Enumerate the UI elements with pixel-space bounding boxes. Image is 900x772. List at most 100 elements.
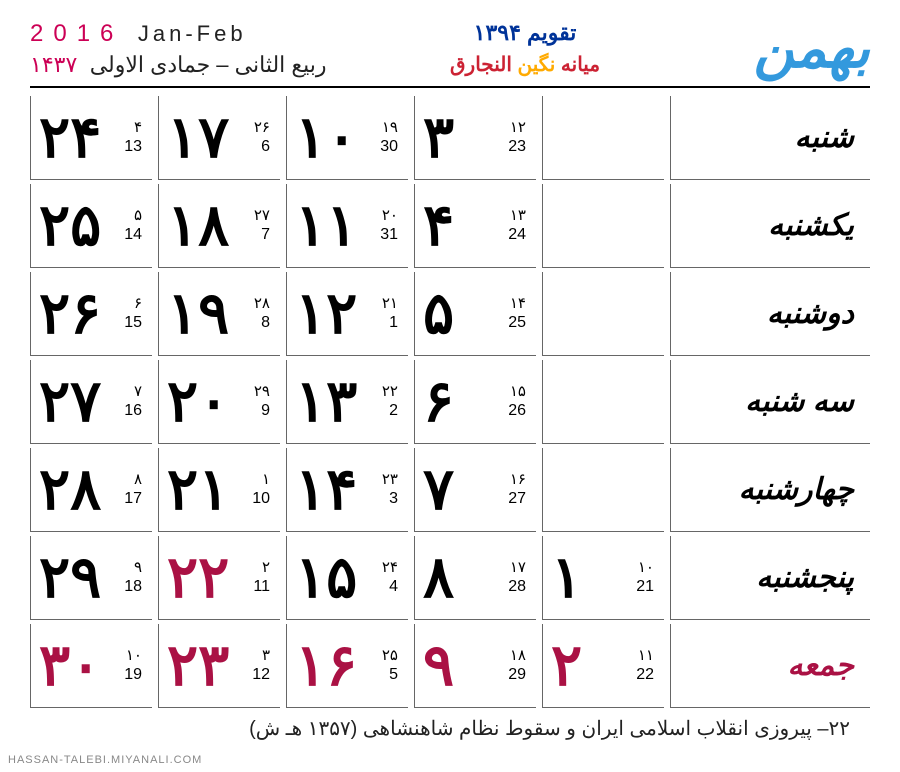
gregorian-day: 16 <box>124 401 142 420</box>
week-row: یکشنبه۴۱۳24۱۱۲۰31۱۸۲۷7۲۵۵14 <box>30 184 870 268</box>
secondary-dates: ۲۵5 <box>368 647 404 684</box>
hijri-day: ۱۳ <box>510 207 526 225</box>
hijri-day: ۱۶ <box>510 471 526 489</box>
calendar-cell: ۷۱۶27 <box>414 448 536 532</box>
calendar-cell: ۲۹۹18 <box>30 536 152 620</box>
calendar-cell: ۸۱۷28 <box>414 536 536 620</box>
secondary-dates: ۲۱1 <box>368 295 404 332</box>
gregorian-day: 18 <box>124 577 142 596</box>
gregorian-day: 19 <box>124 665 142 684</box>
calendar-cell <box>542 448 664 532</box>
gregorian-day: 15 <box>124 313 142 332</box>
gregorian-day: 31 <box>380 225 398 244</box>
subtitle-part3: میانه <box>561 54 600 76</box>
header-left: 2016 Jan-Feb ۱۴۳۷ ربیع الثانی – جمادی ال… <box>30 20 326 78</box>
gregorian-day: 14 <box>124 225 142 244</box>
calendar-grid: شنبه۳۱۲23۱۰۱۹30۱۷۲۶6۲۴۴13یکشنبه۴۱۳24۱۱۲۰… <box>30 96 870 708</box>
secondary-dates: ۱۶27 <box>496 471 532 508</box>
secondary-dates: ۱10 <box>240 471 276 508</box>
secondary-dates: ۸17 <box>112 471 148 508</box>
week-row: پنجشنبه۱۱۰21۸۱۷28۱۵۲۴4۲۲۲11۲۹۹18 <box>30 536 870 620</box>
persian-day-number: ۹ <box>419 637 496 695</box>
hijri-months: ربیع الثانی – جمادی الاولی <box>90 52 327 77</box>
persian-day-number: ۱ <box>547 549 624 607</box>
gregorian-day: 29 <box>508 665 526 684</box>
hijri-year: ۱۴۳۷ <box>30 52 77 78</box>
calendar-cell: ۲۸۸17 <box>30 448 152 532</box>
calendar-cell: ۵۱۴25 <box>414 272 536 356</box>
persian-day-number: ۲۹ <box>35 549 112 607</box>
secondary-dates: ۱۵26 <box>496 383 532 420</box>
calendar-cell: ۲۷۷16 <box>30 360 152 444</box>
gregorian-day: 28 <box>508 577 526 596</box>
hijri-day: ۲۷ <box>254 207 270 225</box>
persian-day-number: ۲۵ <box>35 197 112 255</box>
hijri-day: ۱۲ <box>510 119 526 137</box>
hijri-day: ۲ <box>262 559 270 577</box>
footer-note: ۲۲– پیروزی انقلاب اسلامی ایران و سقوط نظ… <box>30 708 870 741</box>
persian-day-number: ۲۱ <box>163 461 240 519</box>
calendar-cell: ۱۴۲۳3 <box>286 448 408 532</box>
persian-day-number: ۱۲ <box>291 285 368 343</box>
hijri-day: ۱۴ <box>510 295 526 313</box>
persian-day-number: ۲۳ <box>163 637 240 695</box>
secondary-dates: ۵14 <box>112 207 148 244</box>
secondary-dates: ۱۹30 <box>368 119 404 156</box>
header-center: تقویم ۱۳۹۴ میانه نگین النجارق <box>326 20 723 77</box>
hijri-day: ۲۶ <box>254 119 270 137</box>
hijri-day: ۲۹ <box>254 383 270 401</box>
hijri-day: ۱۷ <box>510 559 526 577</box>
secondary-dates: ۶15 <box>112 295 148 332</box>
persian-day-number: ۲۴ <box>35 109 112 167</box>
persian-day-number: ۳ <box>419 109 496 167</box>
gregorian-day: 11 <box>253 577 270 596</box>
persian-day-number: ۱۵ <box>291 549 368 607</box>
calendar-cell: ۱۷۲۶6 <box>158 96 280 180</box>
secondary-dates: ۲۳3 <box>368 471 404 508</box>
secondary-dates: ۱۴25 <box>496 295 532 332</box>
gregorian-months: Jan-Feb <box>138 21 247 46</box>
secondary-dates: ۲۹9 <box>240 383 276 420</box>
calendar-cell: ۲۵۵14 <box>30 184 152 268</box>
gregorian-day: 26 <box>508 401 526 420</box>
secondary-dates: ۲11 <box>240 559 276 596</box>
calendar-cell: ۲۰۲۹9 <box>158 360 280 444</box>
secondary-dates: ۱۰19 <box>112 647 148 684</box>
calendar-cell: ۳۰۱۰19 <box>30 624 152 708</box>
persian-day-number: ۱۳ <box>291 373 368 431</box>
persian-day-number: ۸ <box>419 549 496 607</box>
persian-day-number: ۱۰ <box>291 109 368 167</box>
day-of-week-label: دوشنبه <box>670 272 870 356</box>
calendar-cell: ۱۱۲۰31 <box>286 184 408 268</box>
gregorian-day: 4 <box>389 577 398 596</box>
calendar-cell: ۱۹۲۸8 <box>158 272 280 356</box>
secondary-dates: ۹18 <box>112 559 148 596</box>
secondary-dates: ۳12 <box>240 647 276 684</box>
persian-day-number: ۱۹ <box>163 285 240 343</box>
secondary-dates: ۲۶6 <box>240 119 276 156</box>
day-of-week-label: شنبه <box>670 96 870 180</box>
calendar-cell: ۱۱۰21 <box>542 536 664 620</box>
calendar-cell: ۲۱۱22 <box>542 624 664 708</box>
gregorian-day: 9 <box>261 401 270 420</box>
calendar-cell: ۱۰۱۹30 <box>286 96 408 180</box>
hijri-day: ۴ <box>134 119 142 137</box>
persian-day-number: ۱۸ <box>163 197 240 255</box>
persian-day-number: ۱۶ <box>291 637 368 695</box>
persian-day-number: ۵ <box>419 285 496 343</box>
hijri-day: ۲۲ <box>382 383 398 401</box>
calendar-cell: ۲۴۴13 <box>30 96 152 180</box>
calendar-cell: ۲۳۳12 <box>158 624 280 708</box>
persian-day-number: ۲۸ <box>35 461 112 519</box>
calendar-title: تقویم ۱۳۹۴ <box>326 20 723 46</box>
calendar-cell <box>542 96 664 180</box>
calendar-cell: ۱۳۲۲2 <box>286 360 408 444</box>
calendar-cell: ۱۶۲۵5 <box>286 624 408 708</box>
persian-day-number: ۲۲ <box>163 549 240 607</box>
month-name: بهمن <box>724 20 870 76</box>
persian-day-number: ۷ <box>419 461 496 519</box>
secondary-dates: ۱۷28 <box>496 559 532 596</box>
calendar-cell: ۹۱۸29 <box>414 624 536 708</box>
calendar-cell: ۲۶۶15 <box>30 272 152 356</box>
secondary-dates: ۲۴4 <box>368 559 404 596</box>
